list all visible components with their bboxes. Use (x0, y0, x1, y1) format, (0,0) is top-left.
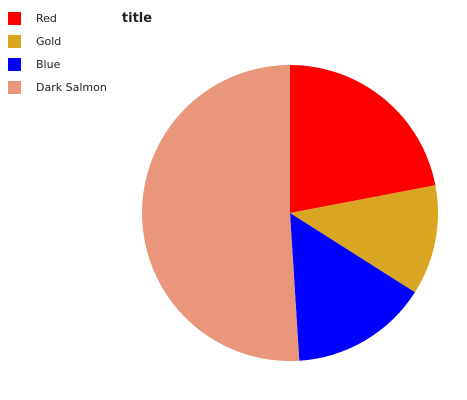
legend-swatch (8, 58, 21, 71)
legend-label: Blue (36, 58, 61, 71)
pie-slice-red (290, 65, 436, 213)
legend-swatch (8, 81, 21, 94)
legend-item: Dark Salmon (8, 81, 107, 94)
legend-swatch (8, 12, 21, 25)
pie-slice-blue (290, 213, 415, 361)
legend-label: Red (36, 12, 57, 25)
pie-slice-gold (290, 185, 439, 293)
legend-item: Red (8, 12, 57, 25)
legend-swatch (8, 35, 21, 48)
pie-slices (142, 65, 439, 361)
legend: Red Gold Blue Dark Salmon (8, 12, 107, 94)
legend-label: Gold (36, 35, 61, 48)
pie-slice-dark-salmon (142, 65, 300, 361)
legend-label: Dark Salmon (36, 81, 107, 94)
chart-title: title (122, 11, 152, 26)
legend-item: Gold (8, 35, 61, 48)
legend-item: Blue (8, 58, 61, 71)
